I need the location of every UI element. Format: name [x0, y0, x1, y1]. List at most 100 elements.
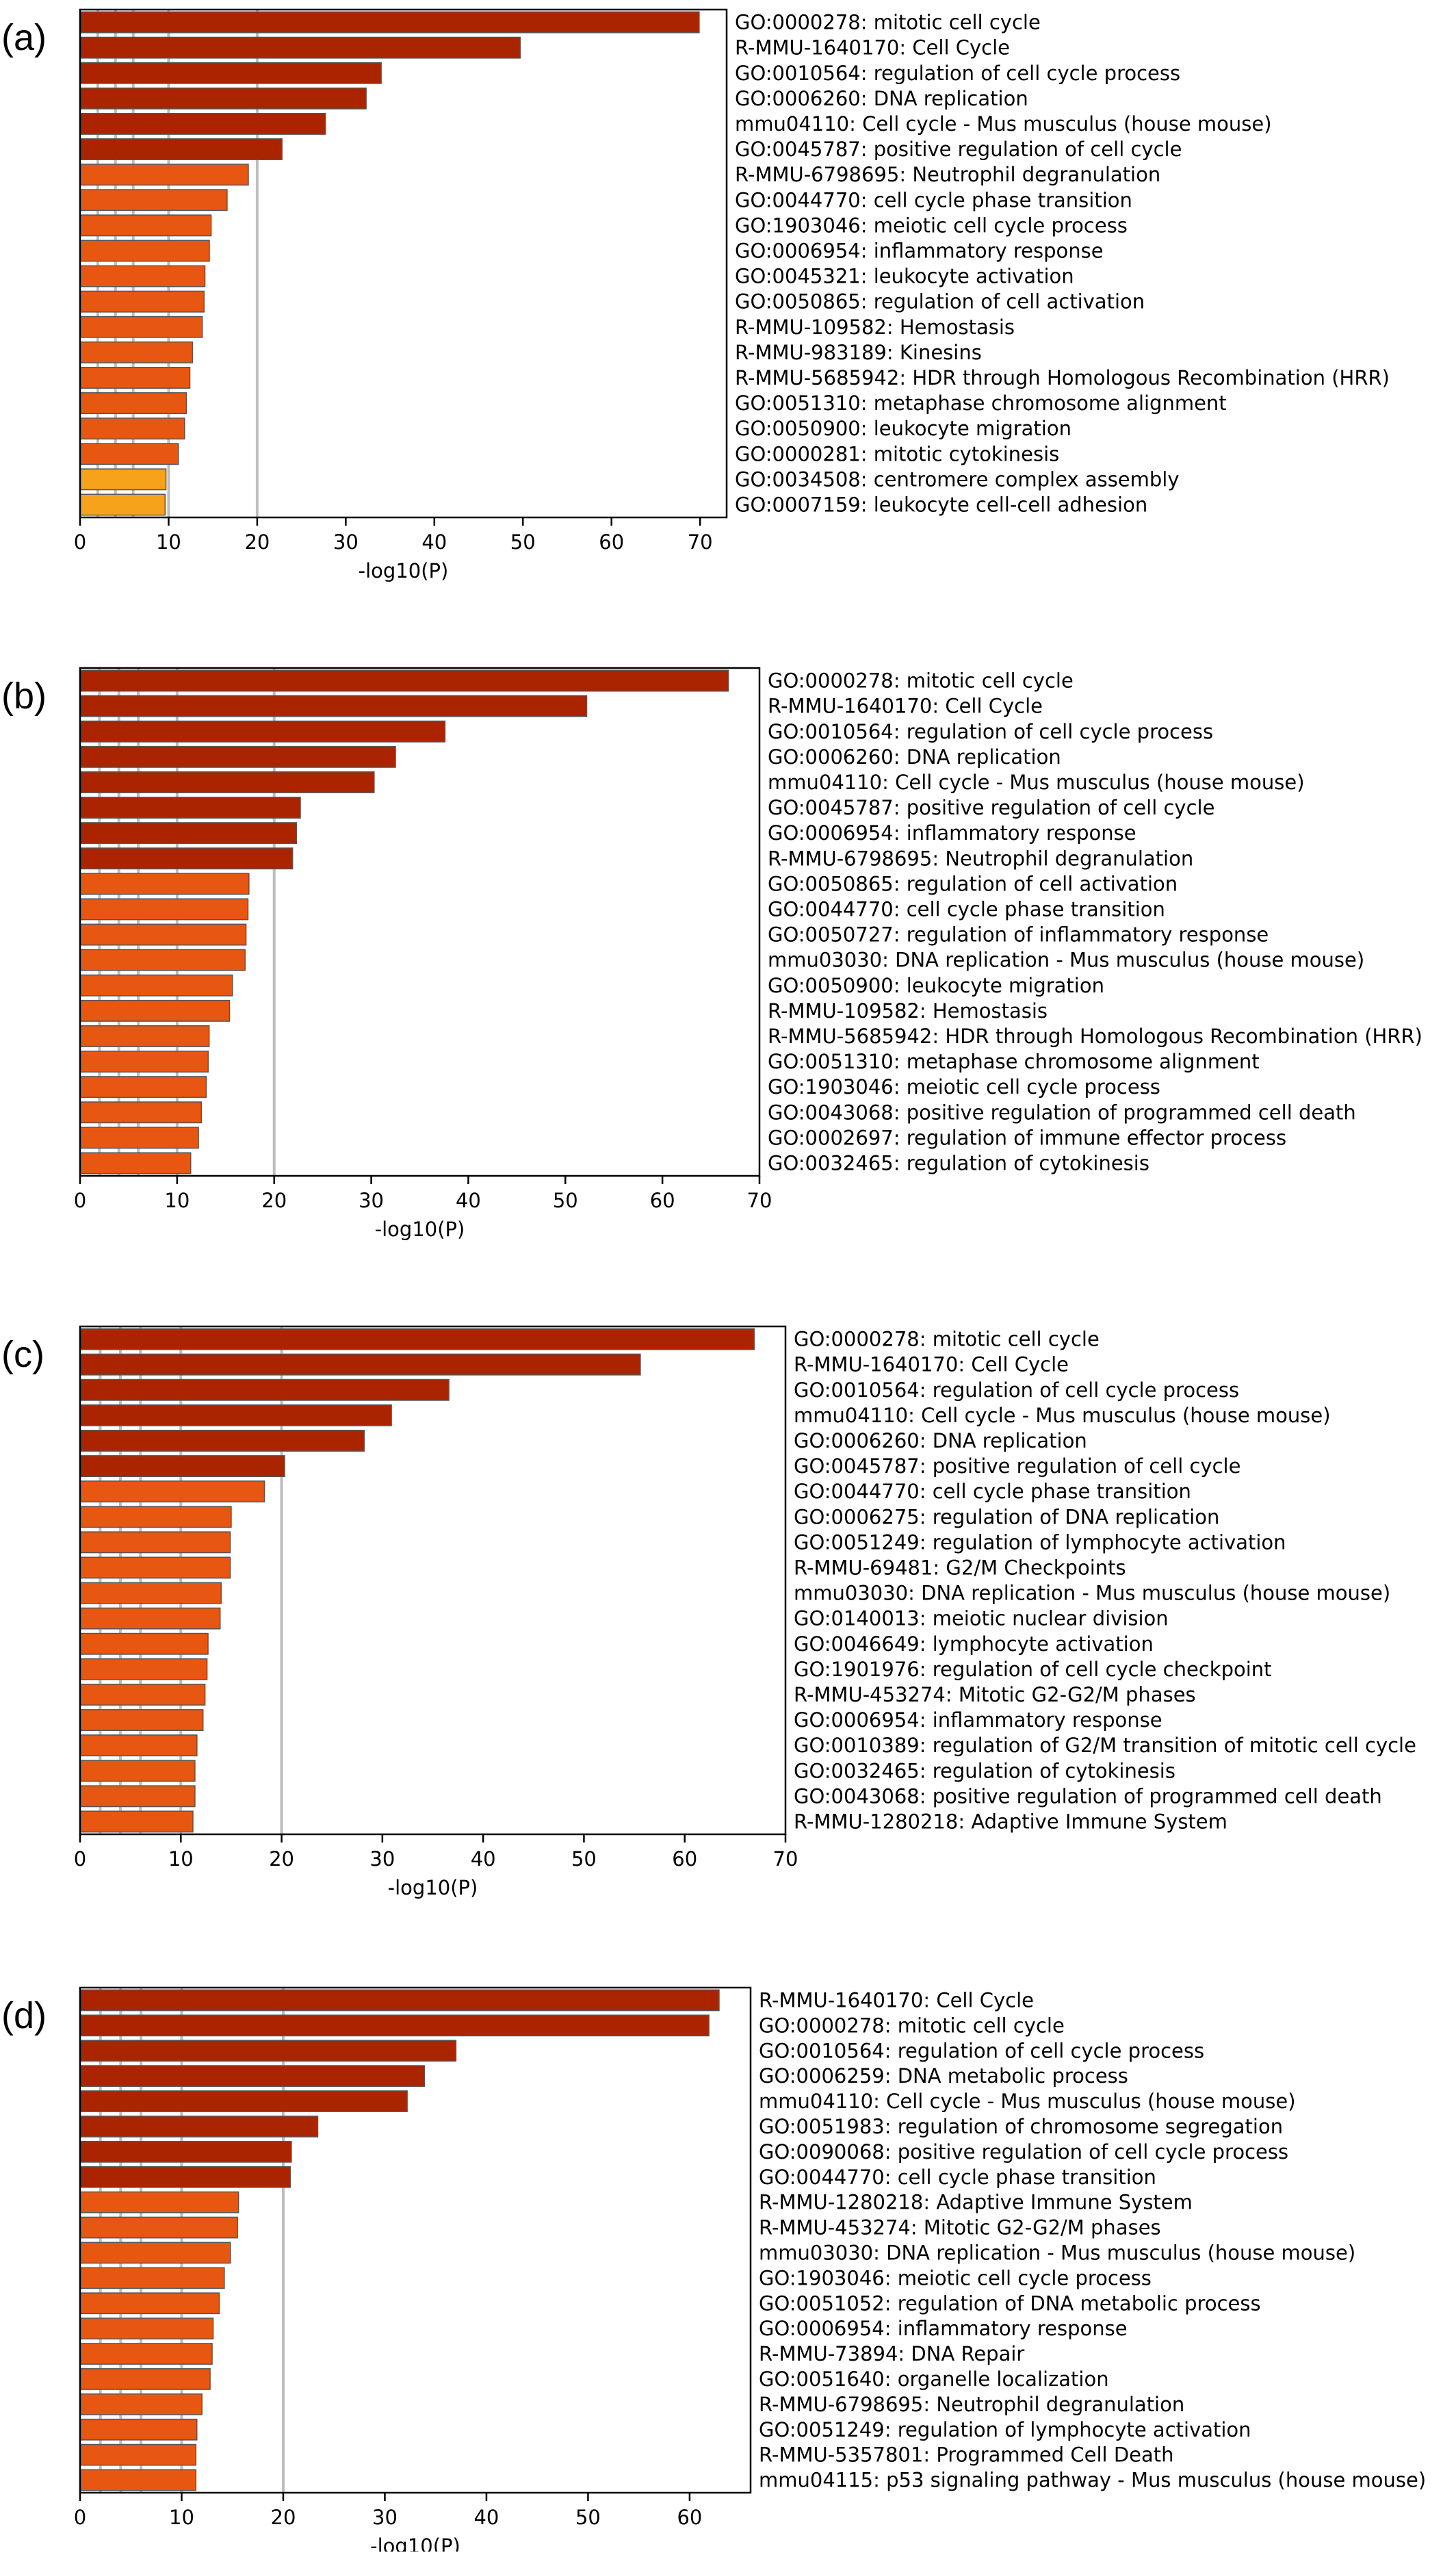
chart-panel-d: (d) 0 10 20 30 40 50 60 -log10(P) R-MMU-1640170:…	[0, 1978, 1456, 2555]
category-label: mmu04110: Cell cycle - Mus musculus (hou…	[759, 2090, 1296, 2113]
category-label: mmu03030: DNA replication - Mus musculus…	[768, 949, 1364, 972]
x-tick-label: 10	[164, 1189, 190, 1212]
bar	[79, 2368, 211, 2390]
category-label: GO:0045321: leukocyte activation	[735, 265, 1074, 288]
bar	[79, 2469, 197, 2491]
category-label: GO:0010389: regulation of G2/M transitio…	[794, 1734, 1416, 1757]
category-label: GO:0000278: mitotic cell cycle	[735, 11, 1041, 34]
bar	[79, 290, 205, 313]
x-tick-label: 40	[473, 2506, 499, 2529]
bar	[79, 669, 729, 692]
bar	[79, 745, 396, 768]
bar	[79, 1378, 450, 1401]
x-tick-label: 40	[471, 1847, 496, 1871]
panel-label: (a)	[1, 17, 47, 58]
bar	[79, 1455, 285, 1478]
x-tick-label: 10	[168, 1847, 194, 1871]
bar	[79, 2216, 238, 2239]
x-tick-label: 0	[74, 1189, 86, 1212]
category-label: GO:0000281: mitotic cytokinesis	[735, 442, 1059, 465]
category-label: GO:0045787: positive regulation of cell …	[794, 1454, 1240, 1478]
bar	[79, 1658, 208, 1680]
category-label: R-MMU-1280218: Adaptive Immune System	[794, 1810, 1227, 1833]
category-label: GO:0007159: leukocyte cell-cell adhesion	[735, 493, 1147, 516]
category-label: GO:0043068: positive regulation of progr…	[768, 1101, 1356, 1124]
category-label: R-MMU-5357801: Programmed Cell Death	[759, 2443, 1174, 2467]
category-label: GO:0006275: regulation of DNA replicatio…	[794, 1505, 1219, 1528]
bar	[79, 240, 210, 262]
plot-frame	[79, 8, 728, 519]
category-label: GO:0006954: inflammatory response	[768, 821, 1136, 845]
category-label: GO:0006954: inflammatory response	[794, 1708, 1162, 1732]
bar	[79, 1734, 198, 1757]
x-tick-label: 30	[372, 2506, 398, 2529]
category-label: R-MMU-1280218: Adaptive Immune System	[759, 2191, 1193, 2214]
category-label: mmu03030: DNA replication - Mus musculus…	[759, 2241, 1355, 2264]
category-label: R-MMU-1640170: Cell Cycle	[759, 1988, 1034, 2012]
bar	[79, 1709, 204, 1732]
category-label: mmu03030: DNA replication - Mus musculus…	[794, 1582, 1390, 1605]
bar	[79, 62, 382, 84]
bar	[79, 2292, 220, 2315]
bar	[79, 1076, 207, 1099]
bar	[79, 468, 167, 491]
bar	[79, 2166, 291, 2188]
category-label: GO:0140013: meiotic nuclear division	[794, 1607, 1169, 1630]
x-tick-label: 20	[261, 1189, 287, 1212]
bar	[79, 443, 179, 465]
bar	[79, 771, 375, 793]
bar	[79, 2318, 214, 2340]
category-label: GO:1901976: regulation of cell cycle che…	[794, 1658, 1272, 1681]
category-label: R-MMU-109582: Hemostasis	[735, 316, 1015, 339]
x-tick-label: 50	[571, 1847, 597, 1871]
category-label: GO:0032465: regulation of cytokinesis	[794, 1759, 1175, 1782]
category-label: GO:0051249: regulation of lymphocyte act…	[759, 2418, 1251, 2441]
bar	[79, 1152, 192, 1174]
bar	[79, 2040, 457, 2062]
category-label: GO:0010564: regulation of cell cycle pro…	[794, 1378, 1239, 1402]
category-label: GO:0043068: positive regulation of progr…	[794, 1784, 1382, 1808]
bar	[79, 164, 249, 186]
category-label: GO:0051310: metaphase chromosome alignme…	[768, 1050, 1260, 1073]
x-tick-label: 0	[74, 2506, 86, 2529]
bar	[79, 36, 521, 59]
category-label: GO:0050900: leukocyte migration	[768, 974, 1104, 997]
bar	[79, 392, 187, 415]
category-label: GO:0006954: inflammatory response	[759, 2317, 1128, 2340]
bar	[79, 2090, 408, 2112]
bar-chart: 0 10 20 30 40 50 60 70 -log10(P) GO:0000278: mito…	[74, 8, 1390, 582]
category-label: R-MMU-983189: Kinesins	[735, 341, 982, 364]
category-label: mmu04110: Cell cycle - Mus musculus (hou…	[794, 1404, 1331, 1427]
bar	[79, 898, 249, 921]
bar	[79, 316, 203, 338]
category-label: GO:1903046: meiotic cell cycle process	[768, 1075, 1160, 1099]
x-tick-label: 10	[169, 2506, 194, 2529]
x-tick-label: 0	[74, 1847, 86, 1871]
category-label: GO:1903046: meiotic cell cycle process	[759, 2266, 1152, 2289]
category-label: GO:0034508: centromere complex assembly	[735, 467, 1180, 491]
bar	[79, 974, 233, 997]
x-tick-label: 60	[677, 2506, 702, 2529]
category-label: GO:0050900: leukocyte migration	[735, 417, 1071, 440]
bar	[79, 847, 294, 870]
category-label: GO:0045787: positive regulation of cell …	[735, 138, 1182, 161]
category-label: R-MMU-1640170: Cell Cycle	[735, 36, 1010, 60]
bar	[79, 493, 166, 516]
x-axis-label: -log10(P)	[375, 1218, 465, 1241]
x-tick-label: 20	[269, 1847, 294, 1871]
category-label: R-MMU-453274: Mitotic G2-G2/M phases	[759, 2216, 1161, 2239]
bar	[79, 923, 247, 946]
bar	[79, 2443, 197, 2466]
bar-chart: 0 10 20 30 40 50 60 70 -log10(P) GO:0000278: mito…	[74, 667, 1422, 1241]
category-label: GO:0044770: cell cycle phase transition	[768, 897, 1165, 921]
category-label: R-MMU-1640170: Cell Cycle	[768, 695, 1043, 718]
bar	[79, 1101, 203, 1124]
x-tick-label: 30	[333, 530, 359, 554]
category-label: R-MMU-6798695: Neutrophil degranulation	[735, 163, 1160, 186]
bar	[79, 11, 700, 34]
category-label: GO:0045787: positive regulation of cell …	[768, 796, 1214, 819]
category-label: GO:1903046: meiotic cell cycle process	[735, 214, 1128, 237]
bar-chart: 0 10 20 30 40 50 60 70 -log10(P) GO:0000278: mito…	[74, 1325, 1416, 1899]
bar	[79, 1404, 392, 1426]
category-label: GO:0051983: regulation of chromosome seg…	[759, 2115, 1283, 2138]
